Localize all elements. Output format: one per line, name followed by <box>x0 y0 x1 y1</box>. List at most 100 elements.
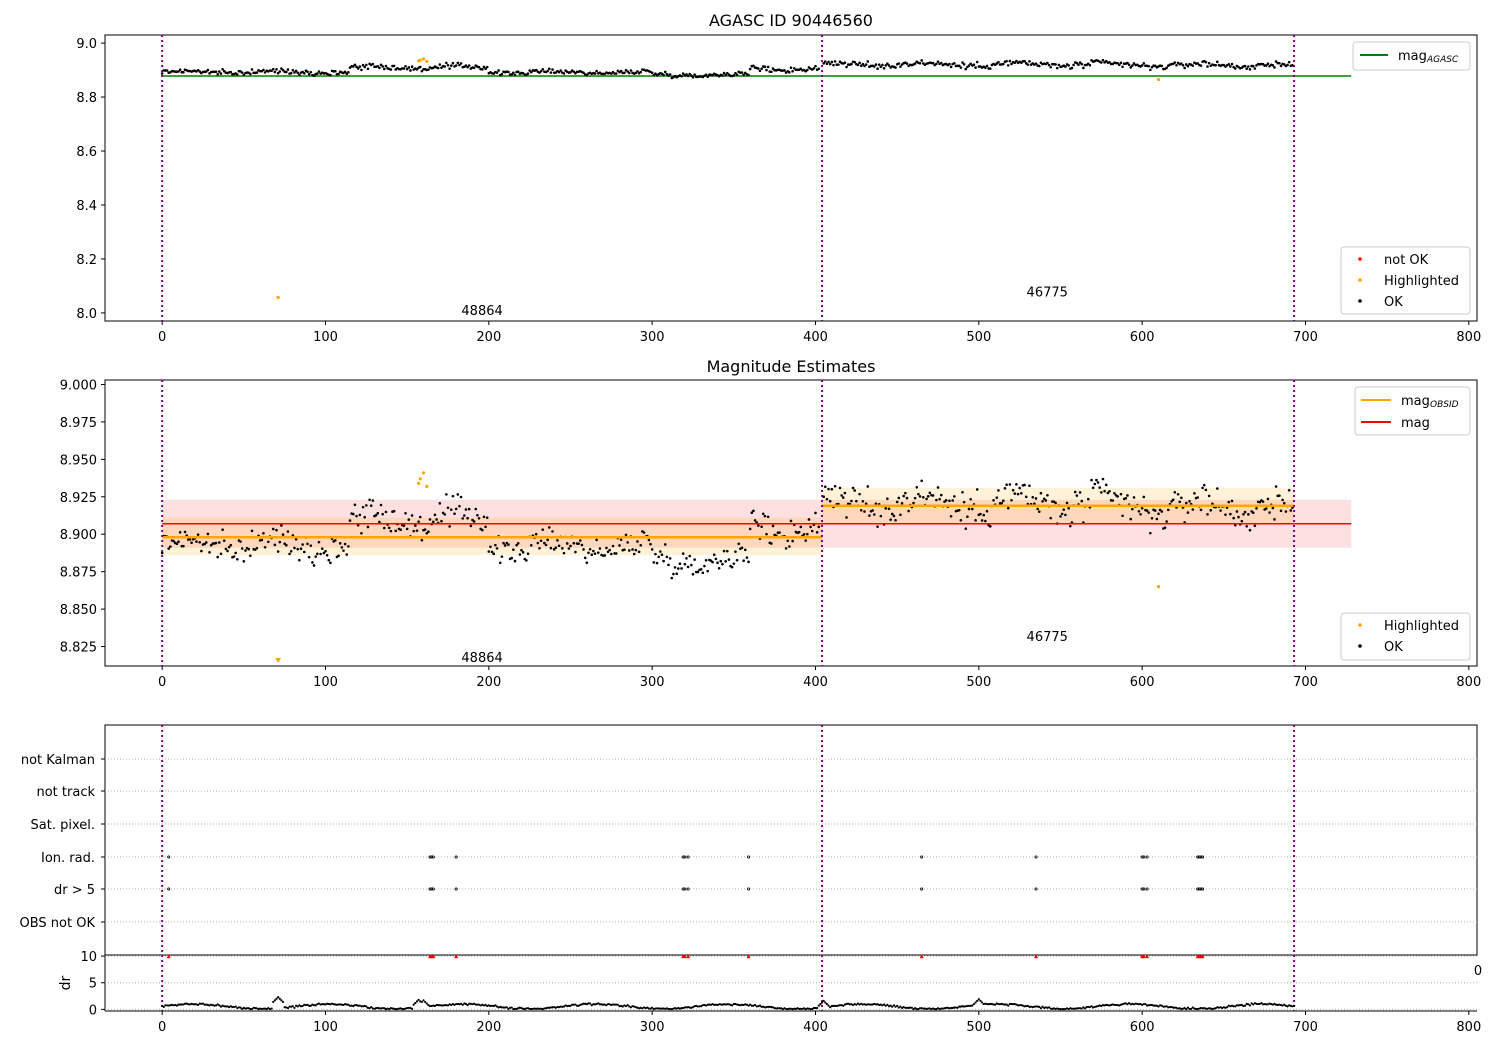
dr-point <box>337 1003 340 1006</box>
ok-point <box>827 60 830 64</box>
ok-point <box>874 502 878 505</box>
dr-point <box>874 1003 878 1006</box>
dr-point <box>512 1007 515 1011</box>
ok-point <box>420 538 424 542</box>
ok-point <box>802 533 806 536</box>
ok-point <box>1037 64 1041 68</box>
dr-point <box>889 1004 892 1007</box>
ok-point <box>974 519 977 522</box>
ok-point <box>384 64 388 68</box>
ok-point <box>1080 62 1084 66</box>
ok-point <box>1178 500 1182 504</box>
dr-point <box>922 1007 925 1010</box>
dr-point <box>597 1002 600 1005</box>
ok-point <box>482 65 486 69</box>
dr-flag-marker <box>1145 954 1150 959</box>
ok-point <box>619 69 623 73</box>
ok-point <box>1176 492 1180 496</box>
ok-point <box>492 72 496 75</box>
ok-point <box>342 549 345 552</box>
ok-point <box>1265 64 1268 67</box>
ok-point <box>608 548 611 552</box>
ok-point <box>1266 62 1270 66</box>
ok-point <box>1253 524 1257 528</box>
dr-point <box>1257 1002 1260 1006</box>
ok-point <box>224 547 228 551</box>
ok-point <box>577 542 580 545</box>
ok-point <box>402 524 406 528</box>
ok-point <box>464 508 468 511</box>
ok-point <box>1033 502 1036 505</box>
dr-point <box>513 1007 517 1010</box>
ok-point <box>806 532 809 536</box>
dr-point <box>869 1003 873 1006</box>
dr-point <box>1214 1007 1217 1010</box>
dr-point <box>900 1006 904 1010</box>
ok-point <box>461 517 465 520</box>
legend-label: mag <box>1401 394 1430 409</box>
ok-point <box>716 561 719 565</box>
dr-point <box>250 1007 254 1011</box>
dr-point <box>714 1003 717 1006</box>
ok-point <box>544 543 548 547</box>
flag-point <box>1140 855 1144 859</box>
ok-point <box>291 68 295 72</box>
ok-point <box>294 537 298 541</box>
ok-point <box>198 70 202 73</box>
dr-point <box>891 1005 894 1008</box>
ok-point <box>879 514 883 518</box>
ok-point <box>275 68 278 71</box>
ok-point <box>817 525 821 529</box>
ok-point <box>882 67 886 70</box>
ok-point <box>691 75 695 79</box>
dr-point <box>450 1003 453 1007</box>
ok-point <box>446 506 450 510</box>
ok-point <box>1291 506 1294 509</box>
ok-point <box>1191 64 1195 67</box>
dr-point <box>353 1004 356 1007</box>
ok-point <box>771 67 775 70</box>
ok-point <box>1126 494 1129 497</box>
ok-point <box>827 487 830 491</box>
dr-point <box>649 1007 652 1010</box>
dr-point <box>912 1008 915 1011</box>
ok-point <box>379 63 383 67</box>
ok-point <box>366 525 370 529</box>
ok-point <box>619 538 623 542</box>
ok-point <box>931 61 935 65</box>
ok-point <box>549 546 553 550</box>
ok-point <box>351 512 355 516</box>
dr-point <box>461 1003 464 1006</box>
dr-point <box>883 1003 886 1006</box>
ok-point <box>1080 499 1084 503</box>
ok-point <box>593 552 597 555</box>
dr-point <box>590 1004 593 1007</box>
dr-point <box>339 1003 342 1006</box>
flag-point <box>1197 887 1201 891</box>
dr-point <box>907 1006 910 1009</box>
dr-point <box>1221 1006 1224 1010</box>
ok-point <box>887 64 891 67</box>
ok-point <box>1015 482 1018 486</box>
ok-point <box>724 560 727 563</box>
ok-point <box>969 497 972 501</box>
ok-point <box>276 550 280 553</box>
dr-point <box>845 1002 848 1005</box>
dr-point <box>615 1003 618 1006</box>
dr-point <box>829 1006 832 1009</box>
dr-point <box>484 1003 487 1007</box>
highlighted-point <box>425 59 429 64</box>
ok-point <box>285 70 288 74</box>
ok-point <box>1199 64 1203 67</box>
dr-point <box>476 1003 479 1006</box>
dr-point <box>474 1003 477 1006</box>
ok-point <box>1268 511 1271 514</box>
ok-point <box>1202 483 1206 487</box>
ok-point <box>758 69 762 73</box>
ok-point <box>1206 65 1209 68</box>
ok-point <box>961 490 964 494</box>
dr-point <box>1265 1003 1268 1006</box>
dr-point <box>340 1003 343 1006</box>
ok-point <box>497 69 500 72</box>
ok-point <box>659 550 662 553</box>
